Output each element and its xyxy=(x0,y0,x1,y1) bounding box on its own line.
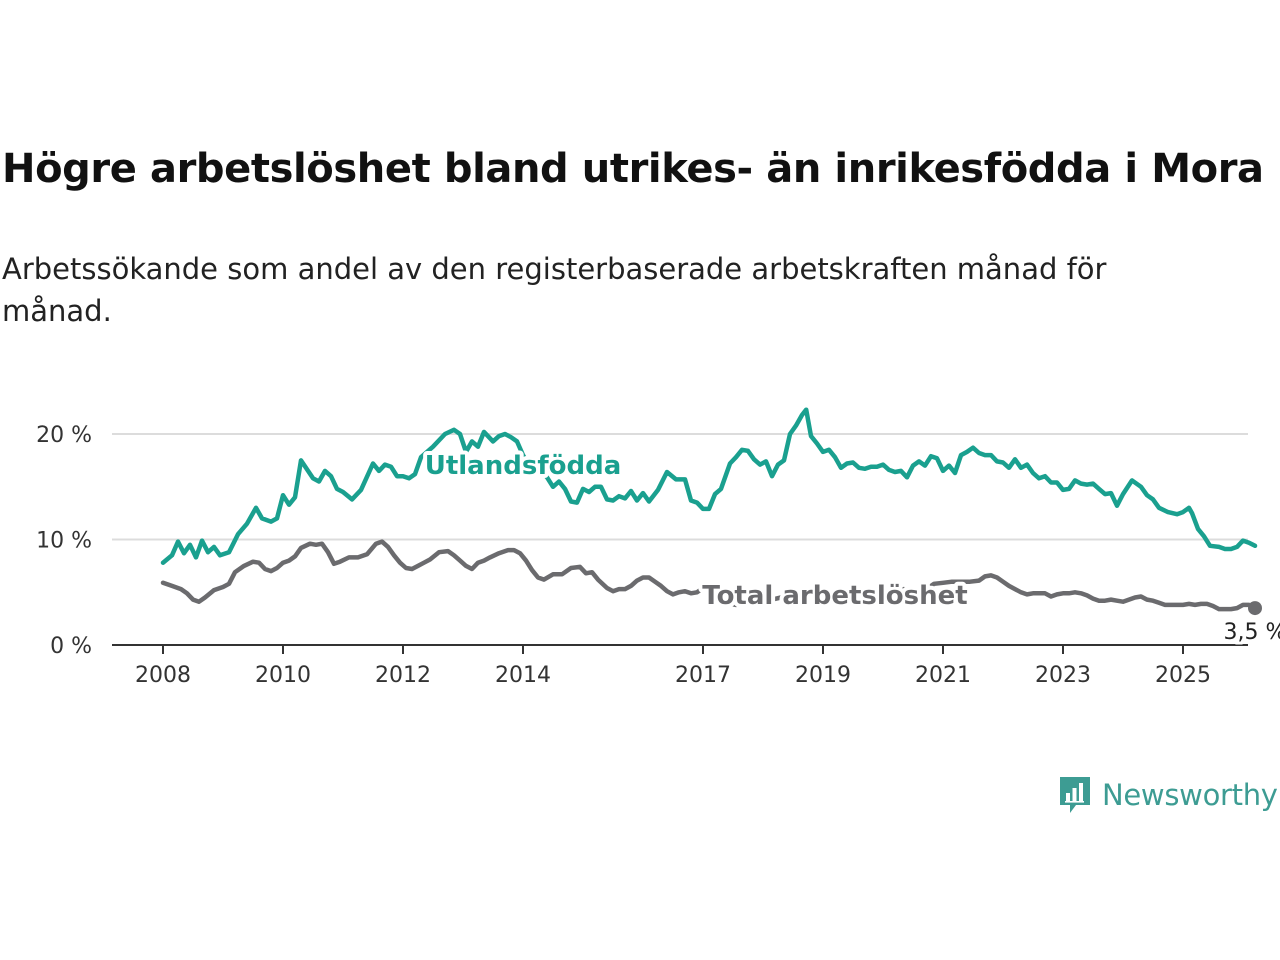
x-tick-label-2: 2012 xyxy=(375,663,431,688)
x-tick-label-1: 2010 xyxy=(255,663,311,688)
y-tick-label-1: 10 % xyxy=(36,529,92,554)
x-tick-label-4: 2017 xyxy=(675,663,731,688)
end-point-marker xyxy=(1248,601,1262,616)
series-line-1 xyxy=(160,539,1258,612)
brand-name: Newsworthy xyxy=(1102,778,1278,812)
x-tick-label-5: 2019 xyxy=(795,663,851,688)
chart-title: Högre arbetslöshet bland utrikes- än inr… xyxy=(2,146,1264,192)
series-label-1: Total arbetslöshet xyxy=(702,581,967,611)
x-tick-label-6: 2021 xyxy=(915,663,971,688)
x-tick-label-7: 2023 xyxy=(1035,663,1091,688)
end-value-label: 3,5 % xyxy=(1224,620,1280,645)
series-labels: Utlandsfödda Total arbetslöshet 3,5 % xyxy=(421,447,1280,648)
x-tick-label-3: 2014 xyxy=(495,663,551,688)
series-line-0 xyxy=(160,407,1258,565)
x-tick-label-0: 2008 xyxy=(135,663,191,688)
chart-subtitle: Arbetssökande som andel av den registerb… xyxy=(2,252,1107,328)
x-axis: 2008 2010 2012 2014 2017 2019 2021 2023 2025 xyxy=(112,644,1248,688)
x-tick-label-8: 2025 xyxy=(1155,663,1211,688)
series-label-0: Utlandsfödda xyxy=(425,451,622,481)
series-lines xyxy=(160,407,1262,616)
y-tick-label-0: 0 % xyxy=(50,634,92,659)
y-axis: 0 % 10 % 20 % xyxy=(36,423,92,659)
line-chart: 0 % 10 % 20 % 2008 2010 2012 2014 2017 2019 2021… xyxy=(36,407,1280,688)
newsworthy-logo-icon xyxy=(1060,777,1090,813)
brand-logo: Newsworthy xyxy=(1058,772,1278,818)
y-tick-label-2: 20 % xyxy=(36,423,92,448)
gridlines xyxy=(112,433,1248,541)
